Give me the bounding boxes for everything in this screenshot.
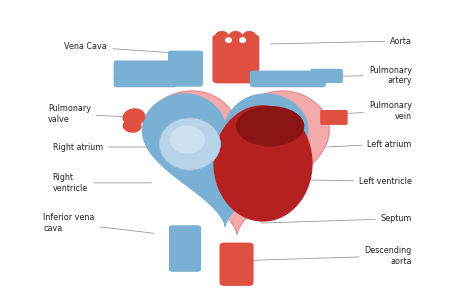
Polygon shape bbox=[145, 91, 329, 234]
FancyBboxPatch shape bbox=[320, 117, 347, 125]
Text: Descending
aorta: Descending aorta bbox=[249, 246, 412, 266]
Text: Pulmonary
vein: Pulmonary vein bbox=[334, 101, 412, 121]
Text: Inferior vena
cava: Inferior vena cava bbox=[43, 214, 154, 233]
FancyBboxPatch shape bbox=[169, 225, 201, 272]
Text: Right
ventricle: Right ventricle bbox=[53, 173, 152, 193]
FancyBboxPatch shape bbox=[114, 76, 176, 87]
Text: Aorta: Aorta bbox=[271, 37, 412, 46]
Ellipse shape bbox=[170, 125, 205, 154]
Text: Pulmonary
artery: Pulmonary artery bbox=[306, 66, 412, 85]
FancyBboxPatch shape bbox=[219, 243, 254, 286]
Text: Septum: Septum bbox=[261, 214, 412, 223]
FancyBboxPatch shape bbox=[311, 75, 343, 83]
Ellipse shape bbox=[123, 119, 142, 133]
Ellipse shape bbox=[242, 31, 256, 42]
Ellipse shape bbox=[239, 37, 246, 43]
FancyBboxPatch shape bbox=[212, 34, 259, 83]
Text: Left ventricle: Left ventricle bbox=[303, 177, 412, 186]
Ellipse shape bbox=[228, 31, 243, 42]
FancyBboxPatch shape bbox=[320, 110, 347, 118]
Text: Right atrium: Right atrium bbox=[53, 142, 149, 152]
Ellipse shape bbox=[215, 31, 229, 42]
FancyBboxPatch shape bbox=[114, 68, 176, 80]
Ellipse shape bbox=[123, 108, 146, 126]
Ellipse shape bbox=[236, 106, 304, 146]
Text: Left atrium: Left atrium bbox=[327, 140, 412, 148]
Ellipse shape bbox=[159, 118, 220, 170]
FancyBboxPatch shape bbox=[250, 70, 326, 87]
Text: Pulmonary
valve: Pulmonary valve bbox=[48, 104, 133, 124]
FancyBboxPatch shape bbox=[168, 51, 203, 87]
Ellipse shape bbox=[213, 105, 313, 222]
Text: Vena Cava: Vena Cava bbox=[64, 43, 173, 53]
Ellipse shape bbox=[225, 37, 232, 43]
Polygon shape bbox=[143, 94, 308, 226]
FancyBboxPatch shape bbox=[114, 60, 176, 72]
FancyBboxPatch shape bbox=[311, 69, 343, 77]
